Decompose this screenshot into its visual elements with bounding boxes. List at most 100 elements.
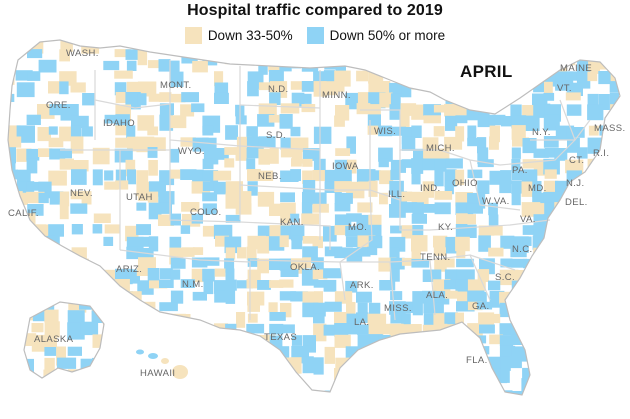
state-label-ark: ARK. <box>350 280 374 291</box>
county-tile <box>125 301 135 318</box>
county-tile <box>301 93 312 104</box>
county-tile <box>500 258 513 268</box>
county-tile <box>16 82 35 98</box>
county-tile <box>324 49 342 67</box>
county-tile <box>334 247 353 259</box>
county-tile <box>290 81 307 90</box>
county-tile <box>588 313 599 323</box>
county-tile <box>378 81 391 93</box>
county-tile <box>280 303 292 318</box>
county-tile <box>444 70 460 81</box>
county-tile <box>522 159 536 169</box>
county-tile <box>566 291 581 303</box>
county-tile <box>367 246 378 256</box>
county-tile <box>324 181 342 193</box>
county-tile <box>147 126 158 136</box>
county-tile <box>92 368 104 386</box>
county-tile <box>280 137 292 150</box>
county-tile <box>456 247 466 259</box>
county-tile <box>543 235 553 246</box>
county-tile <box>236 367 254 385</box>
county-tile <box>158 214 174 226</box>
county-tile <box>214 268 226 277</box>
county-tile <box>269 323 284 335</box>
county-tile <box>335 389 354 395</box>
county-tile <box>401 367 411 381</box>
county-tile <box>588 335 606 348</box>
county-tile <box>422 158 438 171</box>
county-tile <box>390 169 400 181</box>
county-tile <box>544 81 553 95</box>
county-tile <box>401 191 413 202</box>
county-tile <box>71 160 89 172</box>
county-tile <box>213 170 232 181</box>
legend-label-down-50-plus: Down 50% or more <box>329 28 446 43</box>
county-tile <box>49 104 63 116</box>
county-tile <box>269 389 284 395</box>
county-tile <box>577 60 589 75</box>
county-tile <box>27 257 39 267</box>
state-label-md: MD. <box>528 183 547 194</box>
county-tile <box>511 346 526 358</box>
state-label-la: LA. <box>354 317 369 328</box>
county-tile <box>258 148 270 165</box>
county-tile <box>555 378 571 393</box>
county-tile <box>104 224 121 234</box>
county-tile <box>566 104 582 116</box>
county-tile <box>67 346 82 356</box>
county-tile <box>126 291 142 303</box>
county-tile <box>236 48 248 64</box>
county-tile <box>345 225 360 237</box>
state-label-mo: MO. <box>348 222 367 233</box>
county-tile <box>26 191 45 204</box>
county-tile <box>136 390 153 395</box>
county-tile <box>213 181 227 195</box>
county-tile <box>433 313 446 327</box>
county-tile <box>214 148 229 160</box>
county-tile <box>577 356 594 365</box>
county-tile <box>411 335 421 344</box>
county-tile <box>598 246 611 264</box>
county-tile <box>70 191 87 200</box>
county-tile <box>379 92 393 108</box>
county-tile <box>621 103 630 119</box>
county-tile <box>622 291 630 302</box>
county-tile <box>467 279 486 291</box>
county-tile <box>521 115 540 131</box>
county-tile <box>170 257 186 269</box>
county-tile <box>532 389 548 395</box>
county-tile <box>323 70 336 83</box>
county-tile <box>159 302 178 312</box>
county-tile <box>27 204 44 216</box>
county-tile <box>301 60 319 72</box>
county-tile <box>533 247 549 260</box>
county-tile <box>477 269 490 282</box>
county-tile <box>555 323 565 338</box>
county-tile <box>313 302 326 317</box>
county-tile <box>137 49 148 66</box>
county-tile <box>8 93 15 102</box>
county-tile <box>345 378 364 389</box>
county-tile <box>334 170 352 184</box>
county-tile <box>191 48 202 57</box>
county-tile <box>37 127 51 142</box>
county-tile <box>313 313 325 324</box>
county-tile <box>115 125 127 136</box>
county-tile <box>202 203 217 215</box>
county-tile <box>401 127 413 145</box>
state-label-ala: ALA. <box>426 290 448 301</box>
county-tile <box>357 302 368 319</box>
county-tile <box>104 114 123 124</box>
county-tile <box>180 169 197 180</box>
county-tile <box>202 268 215 282</box>
county-tile <box>257 191 275 207</box>
county-tile <box>334 115 345 127</box>
state-label-ny: N.Y. <box>532 127 551 138</box>
county-tile <box>170 290 184 304</box>
county-tile <box>577 258 594 269</box>
county-tile <box>598 367 616 383</box>
county-tile <box>59 148 72 159</box>
county-tile <box>621 335 630 352</box>
county-tile <box>26 269 42 280</box>
county-tile <box>147 268 160 282</box>
